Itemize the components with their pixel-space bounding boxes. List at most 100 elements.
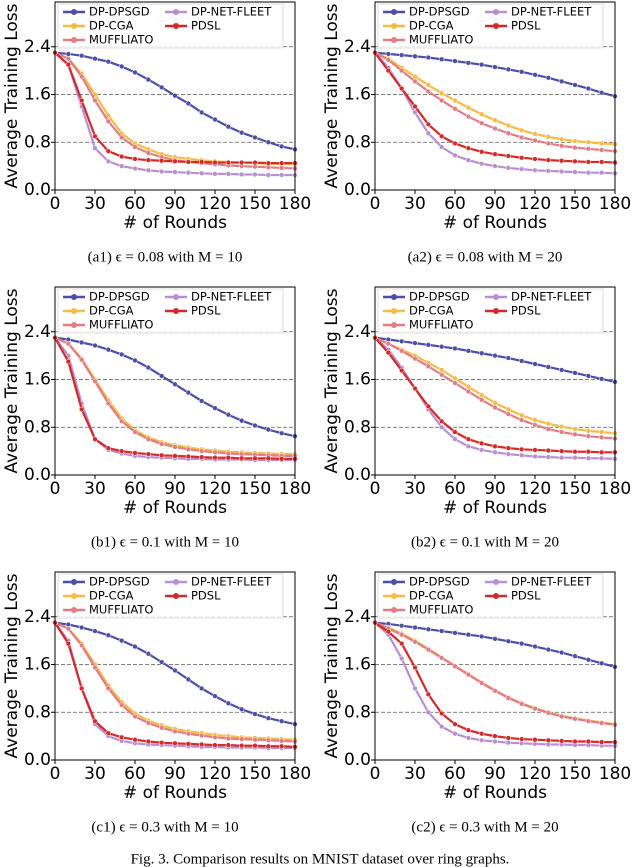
point bbox=[412, 639, 418, 645]
legend-marker bbox=[391, 308, 397, 314]
legend-label: DP-CGA bbox=[409, 19, 454, 33]
point bbox=[105, 148, 111, 154]
point bbox=[519, 166, 525, 172]
point bbox=[599, 660, 605, 666]
x-tick-label: 90 bbox=[164, 479, 186, 499]
legend-marker bbox=[71, 593, 77, 599]
point bbox=[385, 629, 391, 635]
panel: 0.0 0.8 1.6 2.4 0 30 60 90 120 150 180 # of Rounds A… bbox=[322, 1, 631, 265]
point bbox=[252, 171, 258, 178]
x-tick-label: 180 bbox=[599, 479, 631, 499]
point bbox=[65, 358, 71, 365]
point bbox=[545, 737, 551, 743]
point bbox=[599, 90, 605, 96]
point bbox=[412, 664, 418, 671]
x-tick-label: 120 bbox=[199, 194, 231, 214]
point bbox=[505, 406, 511, 412]
point bbox=[105, 158, 111, 165]
legend-label: PDSL bbox=[191, 19, 221, 33]
point bbox=[585, 146, 591, 152]
point bbox=[132, 450, 138, 456]
point bbox=[505, 122, 511, 129]
point bbox=[412, 624, 418, 631]
panel-caption: (c1) ϵ = 0.3 with M = 10 bbox=[91, 819, 238, 835]
y-tick-label: 0.8 bbox=[24, 132, 51, 152]
point bbox=[105, 685, 111, 692]
point bbox=[532, 131, 538, 137]
point bbox=[559, 367, 565, 373]
point bbox=[265, 139, 271, 145]
point bbox=[279, 738, 285, 744]
point bbox=[92, 145, 98, 151]
point bbox=[545, 646, 551, 653]
point bbox=[572, 738, 578, 745]
legend-label: DP-NET-FLEET bbox=[191, 290, 272, 304]
point bbox=[265, 160, 271, 166]
legend-label: MUFFLIATO bbox=[89, 603, 153, 617]
point bbox=[119, 163, 125, 169]
point bbox=[545, 134, 551, 140]
legend-label: MUFFLIATO bbox=[89, 33, 153, 47]
y-tick-label: 0.0 bbox=[344, 180, 371, 200]
point bbox=[465, 388, 471, 395]
point bbox=[145, 76, 151, 83]
y-tick-label: 0.0 bbox=[24, 180, 51, 200]
point bbox=[92, 664, 98, 671]
y-axis-label: Average Training Loss bbox=[2, 573, 22, 758]
point bbox=[225, 412, 231, 418]
y-tick-label: 2.4 bbox=[24, 607, 51, 627]
plot-frame bbox=[54, 571, 296, 761]
point bbox=[225, 742, 231, 748]
point bbox=[452, 97, 458, 104]
point bbox=[252, 159, 258, 166]
point bbox=[559, 136, 565, 142]
point bbox=[79, 53, 85, 59]
point bbox=[145, 150, 151, 156]
x-tick-label: 90 bbox=[484, 479, 506, 499]
series-line bbox=[55, 336, 295, 458]
legend-marker bbox=[71, 37, 77, 43]
point bbox=[572, 169, 578, 175]
y-tick-label: 0.8 bbox=[344, 417, 371, 437]
point bbox=[412, 78, 418, 85]
legend-label: DP-CGA bbox=[89, 589, 134, 603]
point bbox=[212, 734, 218, 740]
point bbox=[439, 655, 445, 661]
point bbox=[559, 78, 565, 85]
point bbox=[79, 73, 85, 80]
y-tick-label: 2.4 bbox=[344, 322, 371, 342]
point bbox=[479, 737, 485, 743]
point bbox=[239, 171, 245, 178]
point bbox=[599, 455, 605, 461]
panel: 0.0 0.8 1.6 2.4 0 30 60 90 120 150 180 # of Rounds A… bbox=[322, 571, 631, 835]
point bbox=[252, 422, 258, 429]
legend-marker bbox=[493, 308, 499, 314]
point bbox=[479, 350, 485, 356]
x-tick-label: 90 bbox=[164, 764, 186, 784]
point bbox=[132, 165, 138, 172]
point bbox=[439, 97, 445, 104]
point bbox=[212, 116, 218, 123]
point bbox=[199, 741, 205, 748]
legend-label: DP-NET-FLEET bbox=[511, 575, 592, 589]
point bbox=[399, 67, 405, 74]
figure-caption: Fig. 3. Comparison results on MNIST data… bbox=[131, 851, 510, 867]
point bbox=[199, 398, 205, 404]
point bbox=[252, 455, 258, 461]
point bbox=[265, 172, 271, 178]
point bbox=[559, 448, 565, 454]
legend-marker bbox=[391, 37, 397, 43]
point bbox=[252, 134, 258, 141]
point bbox=[132, 643, 138, 650]
point bbox=[185, 453, 191, 460]
point bbox=[172, 169, 178, 175]
point bbox=[465, 145, 471, 151]
point bbox=[105, 445, 111, 451]
point bbox=[225, 124, 231, 130]
point bbox=[412, 103, 418, 110]
legend-marker bbox=[493, 23, 499, 29]
legend-label: DP-NET-FLEET bbox=[511, 290, 592, 304]
point bbox=[145, 738, 151, 745]
point bbox=[465, 436, 471, 442]
